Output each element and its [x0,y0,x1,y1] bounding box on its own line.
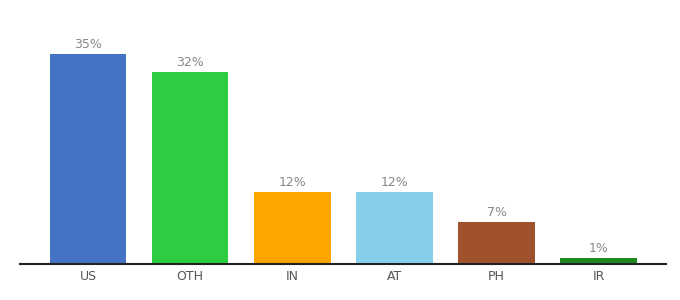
Text: 1%: 1% [589,242,609,255]
Bar [560,258,637,264]
Bar [458,222,535,264]
Text: 12%: 12% [381,176,409,189]
Text: 32%: 32% [176,56,204,69]
Text: 7%: 7% [487,206,507,219]
Bar [254,192,330,264]
Text: 35%: 35% [74,38,102,51]
Bar [356,192,432,264]
Bar [152,72,228,264]
Text: 12%: 12% [278,176,306,189]
Bar [50,54,126,264]
